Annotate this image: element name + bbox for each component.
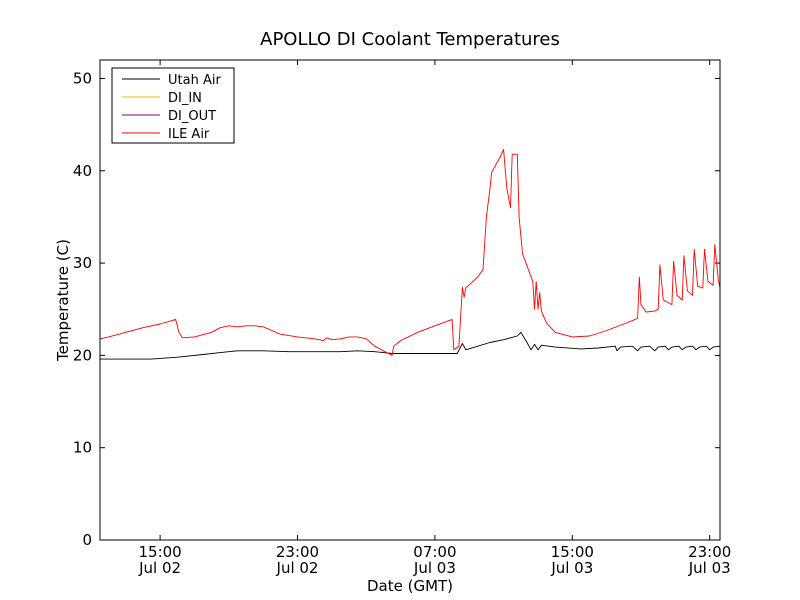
x-tick-label-date: Jul 03 bbox=[688, 559, 731, 577]
x-tick-label-date: Jul 03 bbox=[550, 559, 593, 577]
legend-label: DI_IN bbox=[168, 91, 202, 106]
chart-title: APOLLO DI Coolant Temperatures bbox=[260, 29, 560, 50]
series-line-utah-air bbox=[100, 331, 721, 360]
x-tick-label-time: 15:00 bbox=[551, 543, 594, 561]
y-tick-label: 20 bbox=[73, 346, 92, 364]
x-tick-label-time: 23:00 bbox=[688, 543, 731, 561]
x-tick-label-date: Jul 02 bbox=[276, 559, 319, 577]
x-tick-label-time: 07:00 bbox=[413, 543, 456, 561]
y-tick-label: 10 bbox=[73, 439, 92, 457]
x-tick-label-date: Jul 03 bbox=[413, 559, 456, 577]
legend: Utah Air DI_IN DI_OUT ILE Air bbox=[111, 67, 235, 144]
y-tick-label: 0 bbox=[82, 531, 92, 549]
legend-label: ILE Air bbox=[168, 127, 210, 142]
legend-label: Utah Air bbox=[168, 73, 221, 88]
y-tick-label: 50 bbox=[73, 69, 92, 87]
x-tick-label-time: 23:00 bbox=[276, 543, 319, 561]
x-tick-label-date: Jul 02 bbox=[138, 559, 181, 577]
legend-box bbox=[111, 67, 235, 144]
series-line-ile-air bbox=[99, 149, 721, 356]
legend-label: DI_OUT bbox=[168, 109, 216, 124]
y-tick-label: 40 bbox=[73, 162, 92, 180]
y-axis-label: Temperature (C) bbox=[54, 239, 72, 362]
x-tick-label-time: 15:00 bbox=[138, 543, 181, 561]
plot-frame bbox=[99, 59, 721, 541]
x-axis-label: Date (GMT) bbox=[367, 577, 453, 595]
y-tick-label: 30 bbox=[73, 254, 92, 272]
